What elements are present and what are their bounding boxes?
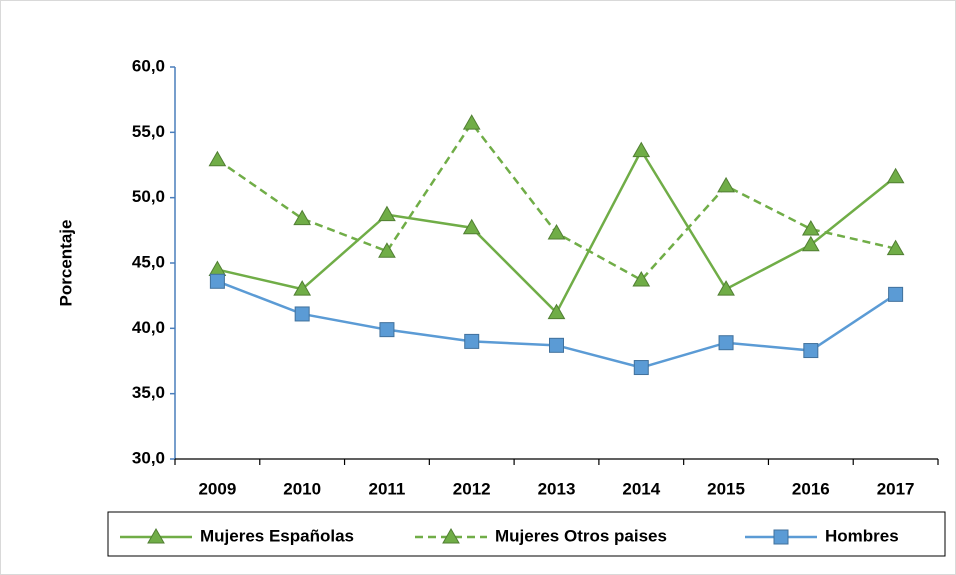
y-tick-label: 30,0 <box>132 448 165 467</box>
marker <box>718 335 734 351</box>
marker <box>464 333 480 349</box>
marker <box>886 167 905 184</box>
legend-marker <box>147 527 165 544</box>
marker <box>547 303 566 320</box>
marker <box>717 280 735 296</box>
marker <box>379 322 395 338</box>
x-tick-label: 2012 <box>453 479 491 498</box>
marker <box>462 114 481 130</box>
marker <box>886 239 905 256</box>
marker <box>801 235 820 252</box>
y-tick-label: 45,0 <box>132 252 165 271</box>
y-tick-label: 50,0 <box>132 187 165 206</box>
marker <box>632 141 651 158</box>
marker <box>293 280 312 296</box>
marker <box>462 218 481 235</box>
marker <box>378 242 396 258</box>
x-tick-label: 2016 <box>792 479 830 498</box>
marker <box>803 343 819 359</box>
x-tick-label: 2013 <box>538 479 576 498</box>
x-tick-label: 2011 <box>368 479 405 498</box>
marker <box>717 176 735 193</box>
x-tick-label: 2014 <box>622 479 660 498</box>
legend-label: Hombres <box>825 526 899 545</box>
marker <box>633 360 649 376</box>
x-tick-label: 2017 <box>877 479 915 498</box>
legend-marker <box>773 529 789 545</box>
marker <box>209 273 225 289</box>
legend-label: Mujeres Otros paises <box>495 526 667 545</box>
marker <box>208 150 227 167</box>
y-tick-label: 60,0 <box>132 56 165 75</box>
marker <box>632 270 651 287</box>
marker <box>547 223 566 240</box>
legend-label: Mujeres Españolas <box>200 526 354 545</box>
x-tick-label: 2015 <box>707 479 745 498</box>
marker <box>888 286 904 302</box>
marker <box>549 337 564 353</box>
y-tick-label: 35,0 <box>132 383 165 402</box>
marker <box>293 209 312 226</box>
marker <box>378 205 396 222</box>
marker <box>801 220 820 236</box>
legend-box <box>107 511 946 557</box>
y-tick-label: 55,0 <box>132 122 165 141</box>
x-tick-label: 2009 <box>198 479 236 498</box>
legend-marker <box>442 527 460 544</box>
marker <box>294 306 310 322</box>
x-tick-label: 2010 <box>283 479 321 498</box>
y-tick-label: 40,0 <box>132 318 165 337</box>
y-axis-label: Porcentaje <box>56 220 75 307</box>
